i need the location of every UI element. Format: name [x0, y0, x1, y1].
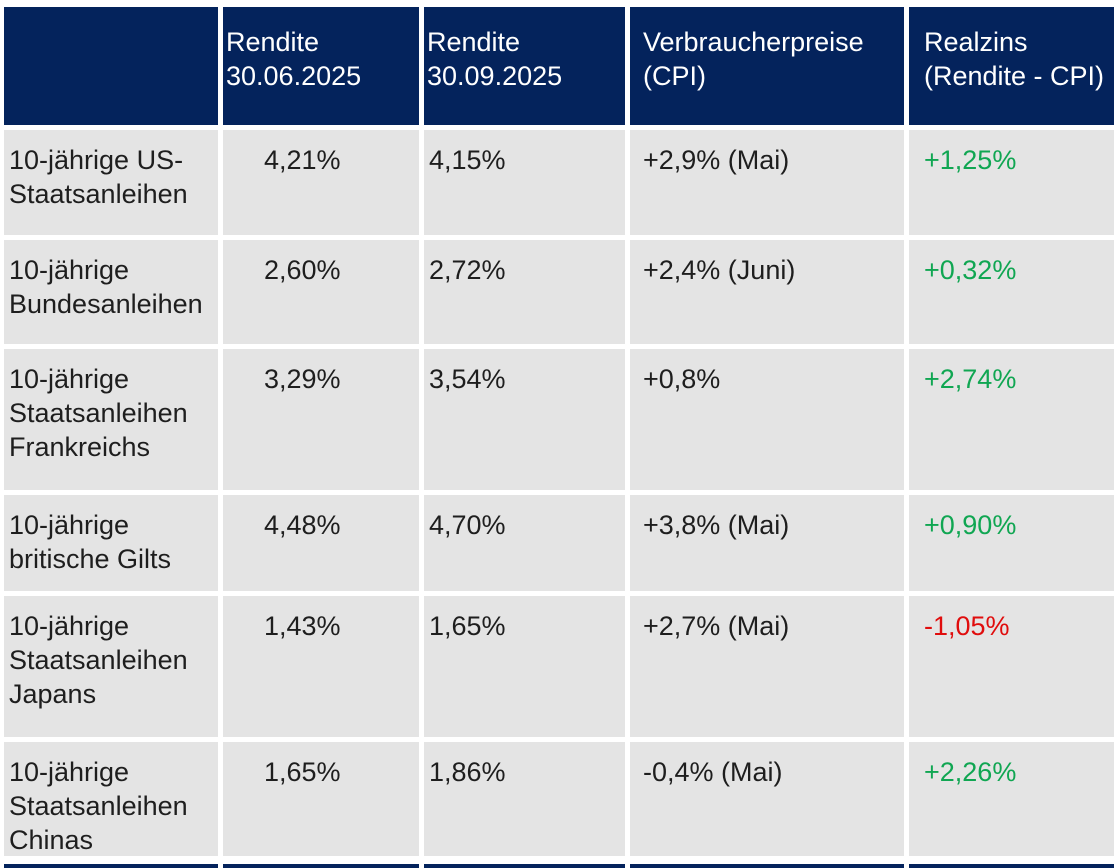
cpi-value: +2,9% (Mai) [630, 130, 904, 235]
header-cell-rendite-30-09: Rendite 30.09.2025 [424, 7, 625, 125]
next-section-cell [424, 864, 625, 868]
row-label-us: 10-jährige US-Staatsanleihen [4, 130, 218, 235]
bond-yield-table: Rendite 30.06.2025 Rendite 30.09.2025 Ve… [4, 7, 1114, 856]
cpi-value: -0,4% (Mai) [630, 742, 904, 856]
header-cell-cpi: Verbraucherpreise (CPI) [630, 7, 904, 125]
cpi-value: +2,4% (Juni) [630, 240, 904, 344]
realzins-value: +1,25% [909, 130, 1114, 235]
next-section-cell [909, 864, 1114, 868]
realzins-value: +2,74% [909, 349, 1114, 490]
row-label-bund: 10-jährige Bundesanleihen [4, 240, 218, 344]
row-label-japan: 10-jährige Staatsanleihen Japans [4, 596, 218, 737]
rendite-30-09-value: 2,72% [424, 240, 625, 344]
realzins-value: -1,05% [909, 596, 1114, 737]
next-section-top-edge [4, 864, 1114, 868]
rendite-30-06-value: 2,60% [223, 240, 419, 344]
realzins-value: +2,26% [909, 742, 1114, 856]
next-section-cell [630, 864, 904, 868]
rendite-30-09-value: 1,65% [424, 596, 625, 737]
realzins-value: +0,32% [909, 240, 1114, 344]
header-cell-rendite-30-06: Rendite 30.06.2025 [223, 7, 419, 125]
cpi-value: +3,8% (Mai) [630, 495, 904, 591]
rendite-30-06-value: 3,29% [223, 349, 419, 490]
rendite-30-06-value: 1,43% [223, 596, 419, 737]
next-section-cell [223, 864, 419, 868]
row-label-frankreich: 10-jährige Staatsanleihen Frankreichs [4, 349, 218, 490]
next-section-cell [4, 864, 218, 868]
row-label-china: 10-jährige Staatsanleihen Chinas [4, 742, 218, 856]
rendite-30-09-value: 4,15% [424, 130, 625, 235]
realzins-value: +0,90% [909, 495, 1114, 591]
cpi-value: +0,8% [630, 349, 904, 490]
rendite-30-09-value: 1,86% [424, 742, 625, 856]
rendite-30-06-value: 1,65% [223, 742, 419, 856]
header-cell-empty [4, 7, 218, 125]
row-label-gilts: 10-jährige britische Gilts [4, 495, 218, 591]
rendite-30-09-value: 3,54% [424, 349, 625, 490]
rendite-30-06-value: 4,48% [223, 495, 419, 591]
rendite-30-06-value: 4,21% [223, 130, 419, 235]
header-cell-realzins: Realzins (Rendite - CPI) [909, 7, 1114, 125]
cpi-value: +2,7% (Mai) [630, 596, 904, 737]
rendite-30-09-value: 4,70% [424, 495, 625, 591]
